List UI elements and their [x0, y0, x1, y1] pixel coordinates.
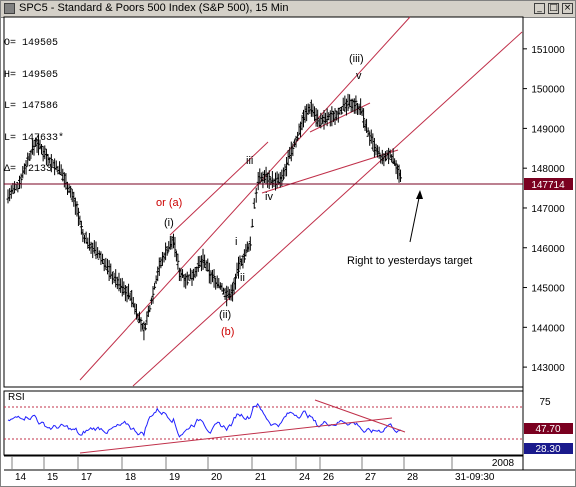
price-tick-label-0: 151000: [531, 45, 565, 56]
rsi-tick-75: 75: [539, 397, 551, 408]
date-tick-label-3: 18: [125, 472, 137, 483]
rsi-label: RSI: [8, 392, 25, 403]
maximize-button[interactable]: □: [548, 3, 559, 14]
rsi-tag-2: 28.30: [535, 444, 560, 455]
price-tick-label-2: 149000: [531, 124, 565, 135]
date-tick-label-10: 28: [407, 472, 419, 483]
wave-label-ii-paren: (ii): [219, 309, 231, 321]
rsi-tag-1-box: [524, 423, 573, 434]
date-tick-label-4: 19: [169, 472, 181, 483]
date-tick-label-6: 21: [255, 472, 267, 483]
price-tick-label-1: 150000: [531, 85, 565, 96]
price-tick-label-7: 144000: [531, 323, 565, 334]
channel-line-3: [309, 102, 371, 133]
price-tick-label-8: 143000: [531, 363, 565, 374]
wave-label-iv: iv: [265, 191, 273, 203]
price-tick-label-4: 147000: [531, 204, 565, 215]
date-tick-label-8: 26: [323, 472, 335, 483]
minimize-button[interactable]: _: [534, 3, 545, 14]
rsi-tag-1: 47.70: [535, 424, 560, 435]
trend-channels: [79, 16, 523, 387]
date-tick-label-9: 27: [365, 472, 377, 483]
date-tick-label-5: 20: [211, 472, 223, 483]
rsi-indicator: [4, 399, 523, 454]
target-arrowhead: [416, 190, 423, 199]
price-series: [6, 93, 403, 341]
ohlc-info-box: O= 149505 H= 149505 L= 147586 L= 147633*…: [4, 18, 64, 186]
date-tick-label-0: 14: [15, 472, 27, 483]
wave-label-i-paren: (i): [164, 217, 174, 229]
info-row-change: Δ= -2133: [4, 164, 53, 175]
info-row-last: L= 147633*: [4, 132, 65, 144]
last-price-tag-box: [524, 178, 573, 190]
rsi-panel: [3, 390, 524, 456]
wave-label-i: i: [235, 236, 237, 248]
close-button[interactable]: ×: [562, 3, 573, 14]
target-annotation: Right to yesterdays target: [347, 255, 472, 267]
window-title: SPC5 - Standard & Poors 500 Index (S&P 5…: [19, 2, 289, 14]
wave-label-ii: ii: [240, 272, 245, 284]
channel-line-0: [79, 16, 411, 381]
year-label: 2008: [492, 458, 515, 469]
rsi-tag-2-box: [524, 443, 573, 454]
wave-label-b: (b): [221, 326, 234, 338]
channel-line-4: [261, 149, 399, 194]
target-arrow: [409, 192, 421, 243]
info-row-high: H= 149505: [4, 69, 59, 81]
rsi-line: [7, 402, 402, 438]
price-panel: [3, 16, 524, 388]
channel-line-1: [132, 31, 523, 387]
wave-label-iii: iii: [246, 155, 253, 167]
app-icon: [4, 3, 15, 14]
wave-label-iii-paren: (iii): [349, 53, 364, 65]
wave-label-or-a: or (a): [156, 197, 182, 209]
date-tick-label-7: 24: [299, 472, 311, 483]
info-row-open: O= 149505: [4, 38, 59, 49]
channel-line-2: [169, 141, 269, 236]
axes: 151000 150000 149000 148000 147000 146000 1450…: [11, 45, 565, 483]
rsi-trendline-up: [79, 417, 393, 454]
date-tick-label-11: 31-09:30: [455, 472, 495, 483]
price-tick-label-6: 145000: [531, 284, 565, 295]
wave-label-v: v: [356, 70, 362, 82]
date-tick-label-1: 15: [47, 472, 59, 483]
price-tick-label-3: 148000: [531, 164, 565, 175]
price-tick-label-5: 146000: [531, 244, 565, 255]
date-tick-label-2: 17: [81, 472, 93, 483]
last-price-tag: 147714: [531, 180, 565, 191]
info-row-low: L= 147586: [4, 101, 59, 112]
rsi-trendline-down: [314, 399, 406, 433]
